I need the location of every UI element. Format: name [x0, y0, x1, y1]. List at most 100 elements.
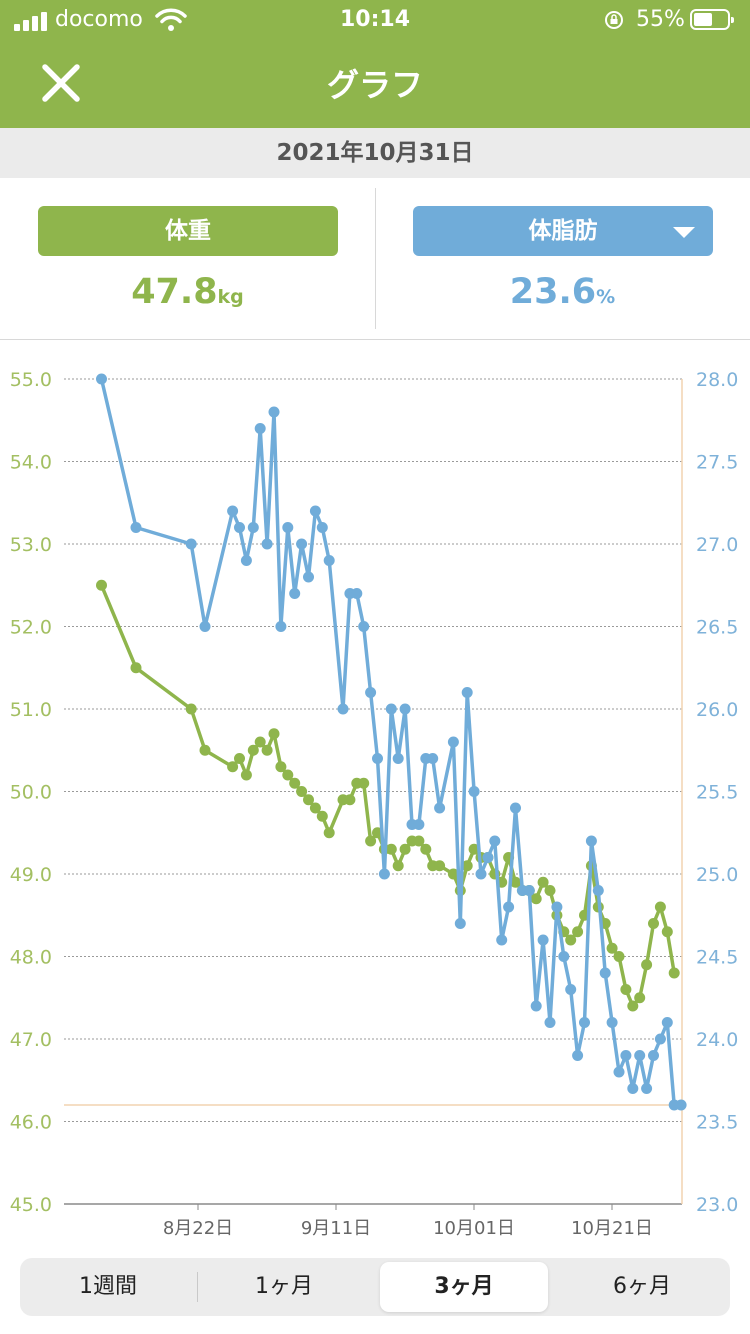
- weight-point: [420, 843, 432, 855]
- left-tick-label: 48.0: [10, 947, 52, 969]
- battery-icon: [690, 9, 734, 30]
- tab-1-week[interactable]: 1週間: [79, 1274, 137, 1299]
- left-tick-label: 53.0: [10, 534, 52, 556]
- weight-point: [199, 744, 211, 756]
- weight-point: [227, 761, 239, 773]
- right-tick-label: 24.5: [696, 947, 738, 969]
- bodyfat-point: [268, 406, 280, 418]
- body-fat-dropdown[interactable]: 体脂肪: [413, 206, 713, 256]
- bodyfat-point: [323, 555, 335, 566]
- bodyfat-point: [565, 984, 577, 995]
- bodyfat-point: [378, 868, 390, 880]
- weight-point: [565, 934, 577, 946]
- bodyfat-point: [454, 918, 466, 929]
- bodyfat-point: [648, 1050, 659, 1061]
- weight-point: [413, 835, 425, 847]
- tab-separator: [197, 1272, 198, 1302]
- status-bar: docomo 10:14 55%: [0, 0, 750, 42]
- bodyfat-point: [372, 753, 383, 764]
- weight-point: [316, 810, 328, 822]
- bodyfat-point: [413, 819, 425, 830]
- bodyfat-point: [399, 703, 411, 715]
- weight-point: [537, 876, 549, 888]
- weight-point: [434, 860, 446, 872]
- bodyfat-point: [592, 885, 604, 896]
- battery-percent: 55%: [636, 7, 685, 32]
- tab-1-month[interactable]: 1ヶ月: [255, 1274, 313, 1299]
- weight-point: [620, 984, 632, 995]
- left-tick-label: 54.0: [10, 452, 52, 474]
- close-icon[interactable]: [36, 58, 86, 108]
- bodyfat-point: [427, 753, 439, 764]
- weight-point: [613, 951, 625, 962]
- right-tick-label: 25.5: [696, 782, 738, 804]
- bodyfat-point: [234, 522, 245, 533]
- left-tick-label: 52.0: [10, 617, 52, 639]
- bodyfat-point: [627, 1083, 639, 1094]
- left-tick-label: 49.0: [10, 864, 52, 886]
- left-tick-label: 46.0: [10, 1112, 52, 1134]
- right-tick-label: 23.5: [696, 1112, 738, 1134]
- bodyfat-point: [392, 753, 404, 764]
- bodyfat-point: [620, 1050, 632, 1061]
- weight-point: [661, 926, 673, 938]
- body-fat-value: 23.6%: [509, 272, 616, 312]
- weight-button[interactable]: 体重: [38, 206, 338, 256]
- right-tick-label: 26.0: [696, 699, 738, 721]
- left-tick-label: 51.0: [10, 699, 52, 721]
- left-tick-label: 47.0: [10, 1029, 52, 1051]
- weight-point: [282, 769, 294, 781]
- bodyfat-point: [96, 373, 107, 385]
- bodyfat-point: [544, 1017, 556, 1028]
- weight-point: [510, 876, 521, 888]
- right-tick-label: 25.0: [696, 864, 738, 886]
- tab-3-months[interactable]: 3ヶ月: [380, 1262, 548, 1312]
- weight-point: [261, 744, 273, 756]
- bodyfat-point: [365, 687, 377, 698]
- bodyfat-point: [468, 786, 480, 797]
- bodyfat-point: [675, 1099, 687, 1111]
- weight-point: [641, 959, 653, 971]
- weight-point: [289, 777, 301, 789]
- bodyfat-point: [358, 621, 370, 632]
- bodyfat-point: [351, 588, 363, 599]
- bodyfat-point: [247, 522, 259, 533]
- x-tick-label: 9月11日: [301, 1218, 371, 1239]
- weight-value: 47.8kg: [131, 272, 244, 312]
- bodyfat-point: [289, 588, 301, 599]
- weight-point: [303, 794, 314, 806]
- weight-point: [385, 843, 397, 855]
- weight-point: [654, 901, 666, 913]
- weight-point: [185, 703, 197, 715]
- page-title: グラフ: [326, 66, 423, 104]
- bodyfat-point: [461, 687, 473, 698]
- bodyfat-point: [130, 522, 142, 533]
- rotation-lock-icon: [605, 11, 623, 29]
- bodyfat-point: [503, 901, 515, 913]
- bodyfat-point: [316, 522, 328, 533]
- bodyfat-series-line: [99, 378, 682, 1107]
- bodyfat-point: [654, 1033, 666, 1045]
- range-selector: 1週間 1ヶ月 3ヶ月 6ヶ月: [20, 1258, 730, 1316]
- bodyfat-point: [434, 802, 446, 814]
- weight-point: [365, 835, 377, 847]
- weight-point: [247, 744, 259, 756]
- x-tick-label: 10月21日: [571, 1218, 653, 1239]
- bodyfat-point: [585, 835, 597, 847]
- weight-point: [296, 786, 308, 797]
- weight-point: [254, 736, 266, 748]
- left-tick-label: 50.0: [10, 782, 52, 804]
- body-fat-label: 体脂肪: [528, 218, 598, 244]
- tab-6-months[interactable]: 6ヶ月: [613, 1274, 671, 1299]
- divider: [375, 188, 376, 329]
- left-tick-label: 55.0: [10, 369, 52, 391]
- signal-icon: [14, 11, 48, 31]
- bodyfat-point: [385, 703, 397, 715]
- bodyfat-point: [482, 852, 494, 863]
- weight-point: [96, 579, 107, 591]
- weight-point: [392, 860, 404, 872]
- weight-point: [468, 843, 480, 855]
- weight-label: 体重: [165, 218, 211, 244]
- weight-point: [668, 967, 680, 979]
- right-tick-label: 24.0: [696, 1029, 738, 1051]
